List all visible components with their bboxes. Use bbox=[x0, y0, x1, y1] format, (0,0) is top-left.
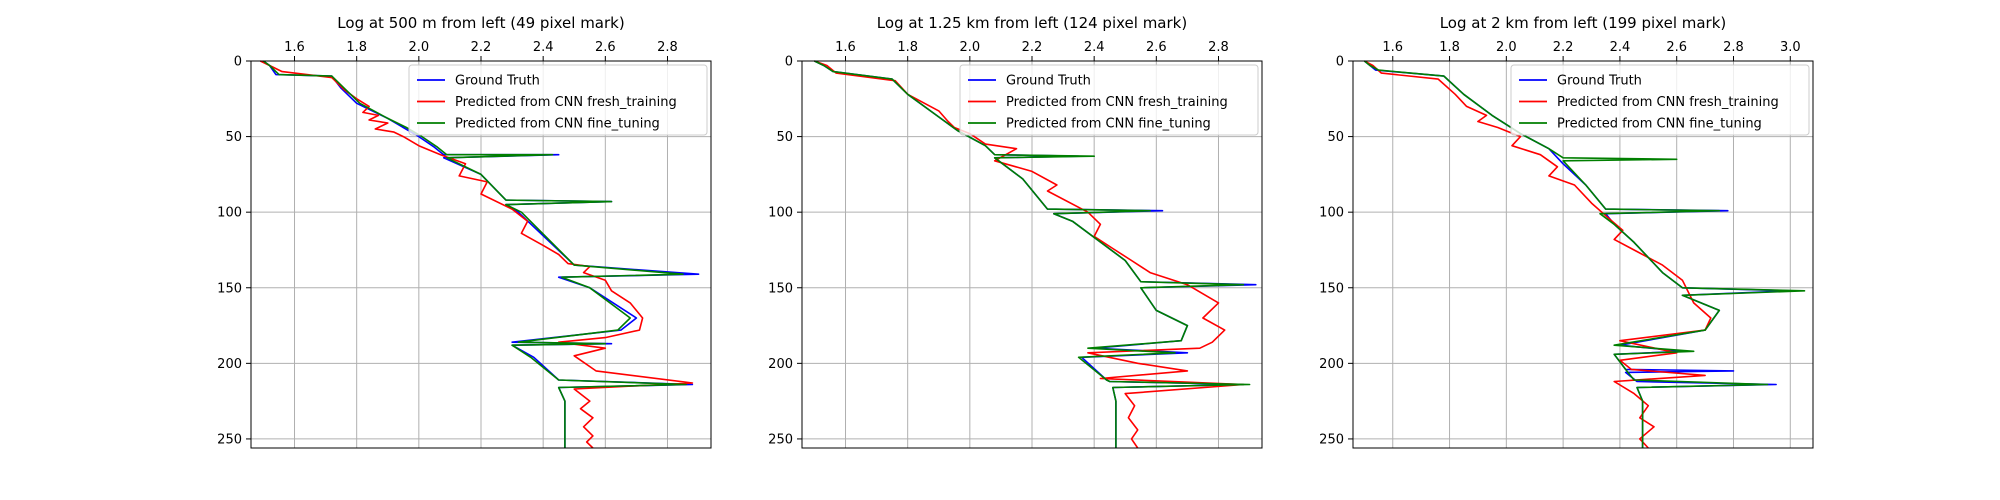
legend-label: Ground Truth bbox=[1006, 74, 1091, 89]
chart-panel-1: 1.6 1.8 2.0 2.2 2.4 2.6 2.8 0 50 100 150 200 250 Log … bbox=[217, 14, 712, 449]
legend-box bbox=[408, 64, 708, 136]
y-tick-label: 50 bbox=[225, 130, 242, 145]
legend-label: Ground Truth bbox=[455, 74, 540, 89]
x-tick-label: 2.6 bbox=[1666, 40, 1687, 55]
x-tick-label: 1.8 bbox=[897, 40, 918, 55]
legend-label: Ground Truth bbox=[1557, 74, 1642, 89]
y-tick-label: 150 bbox=[1319, 281, 1344, 296]
x-tick-label: 2.0 bbox=[959, 40, 980, 55]
x-tick-label: 2.2 bbox=[1022, 40, 1043, 55]
legend-box bbox=[959, 64, 1259, 136]
series-line-3 bbox=[1363, 60, 1806, 448]
x-tick-label: 1.8 bbox=[1439, 40, 1460, 55]
legend-label: Predicted from CNN fine_tuning bbox=[455, 117, 660, 132]
chart-title: Log at 2 km from left (199 pixel mark) bbox=[1440, 14, 1727, 32]
legend: Ground Truth Predicted from CNN fresh_tra… bbox=[959, 64, 1259, 136]
legend: Ground Truth Predicted from CNN fresh_tra… bbox=[1510, 64, 1810, 136]
legend-label: Predicted from CNN fine_tuning bbox=[1557, 117, 1762, 132]
chart-title: Log at 1.25 km from left (124 pixel mark… bbox=[877, 14, 1187, 32]
legend-label: Predicted from CNN fine_tuning bbox=[1006, 117, 1211, 132]
y-tick-label: 150 bbox=[768, 281, 793, 296]
x-tick-label: 2.0 bbox=[408, 40, 429, 55]
y-tick-label: 100 bbox=[1319, 206, 1344, 221]
series-line-3 bbox=[814, 60, 1251, 448]
y-tick-label: 0 bbox=[1336, 55, 1344, 70]
x-tick-label: 2.4 bbox=[1610, 40, 1631, 55]
x-tick-label: 2.4 bbox=[533, 40, 554, 55]
plot-frame bbox=[1352, 60, 1814, 449]
series-line-2 bbox=[1364, 60, 1712, 449]
x-tick-label: 2.8 bbox=[1208, 40, 1229, 55]
x-tick-label: 2.2 bbox=[471, 40, 492, 55]
x-tick-label: 1.6 bbox=[1382, 40, 1403, 55]
x-tick-label: 2.2 bbox=[1553, 40, 1574, 55]
legend-label: Predicted from CNN fresh_training bbox=[1557, 95, 1779, 110]
y-tick-label: 200 bbox=[768, 357, 793, 372]
x-tick-label: 1.6 bbox=[835, 40, 856, 55]
x-tick-label: 1.8 bbox=[346, 40, 367, 55]
x-tick-label: 3.0 bbox=[1780, 40, 1801, 55]
x-tick-label: 2.4 bbox=[1084, 40, 1105, 55]
legend-label: Predicted from CNN fresh_training bbox=[455, 95, 677, 110]
y-tick-label: 250 bbox=[768, 432, 793, 447]
y-tick-label: 250 bbox=[217, 432, 242, 447]
chart-panel-2: 1.6 1.8 2.0 2.2 2.4 2.6 2.8 0 50 100 150 200 250 Log … bbox=[768, 14, 1263, 449]
y-tick-label: 50 bbox=[776, 130, 793, 145]
y-tick-label: 150 bbox=[217, 281, 242, 296]
y-tick-label: 100 bbox=[768, 206, 793, 221]
y-tick-label: 200 bbox=[217, 357, 242, 372]
x-tick-label: 1.6 bbox=[284, 40, 305, 55]
y-tick-label: 0 bbox=[785, 55, 793, 70]
x-tick-label: 2.8 bbox=[657, 40, 678, 55]
y-tick-label: 50 bbox=[1327, 130, 1344, 145]
series-line-3 bbox=[262, 60, 687, 448]
x-tick-label: 2.6 bbox=[1146, 40, 1167, 55]
legend-label: Predicted from CNN fresh_training bbox=[1006, 95, 1228, 110]
chart-panel-3: 1.6 1.8 2.0 2.2 2.4 2.6 2.8 3.0 0 50 100 150 200 250 L… bbox=[1319, 14, 1814, 449]
legend-box bbox=[1510, 64, 1810, 136]
x-tick-label: 2.0 bbox=[1496, 40, 1517, 55]
y-tick-label: 250 bbox=[1319, 432, 1344, 447]
y-tick-label: 200 bbox=[1319, 357, 1344, 372]
y-tick-label: 100 bbox=[217, 206, 242, 221]
chart-title: Log at 500 m from left (49 pixel mark) bbox=[337, 14, 624, 32]
x-tick-label: 2.6 bbox=[595, 40, 616, 55]
legend: Ground Truth Predicted from CNN fresh_tra… bbox=[408, 64, 708, 136]
y-tick-label: 0 bbox=[234, 55, 242, 70]
x-tick-label: 2.8 bbox=[1723, 40, 1744, 55]
